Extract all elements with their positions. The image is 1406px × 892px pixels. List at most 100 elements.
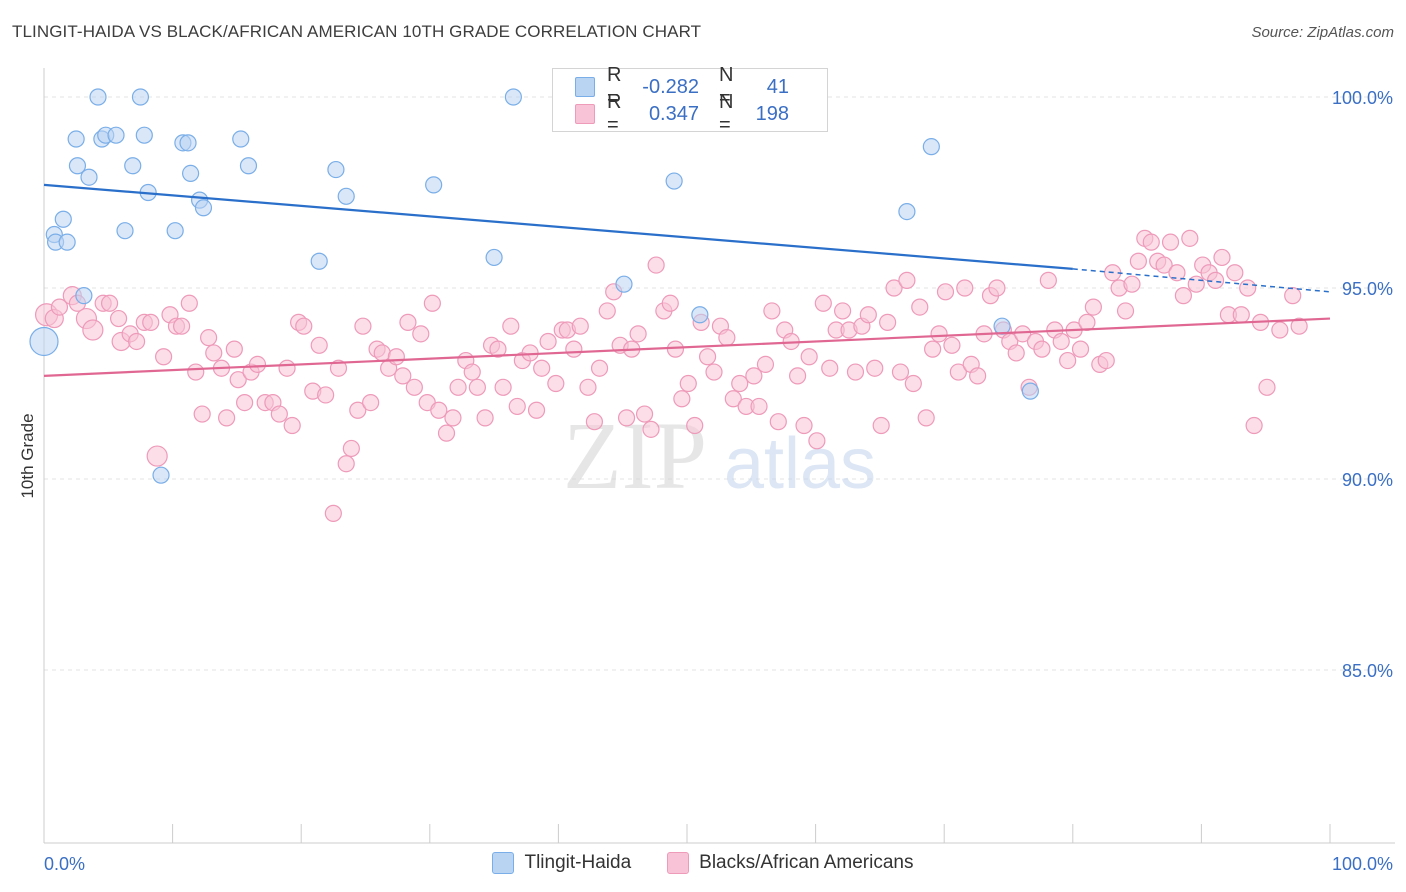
data-point: [152, 466, 170, 484]
data-point: [922, 138, 940, 156]
legend-swatch-black-bottom: [667, 852, 690, 874]
data-point: [911, 298, 929, 316]
data-point: [527, 401, 546, 419]
data-point: [1097, 351, 1115, 370]
data-point: [444, 409, 462, 427]
legend-swatch-tlingit-bottom: [492, 852, 515, 874]
data-point: [412, 325, 430, 343]
y-tick-label: 90.0%: [1342, 470, 1393, 490]
data-point: [166, 222, 184, 240]
data-point: [131, 88, 150, 106]
data-point: [936, 283, 955, 301]
data-point: [349, 401, 367, 419]
data-point: [993, 317, 1011, 335]
data-point: [295, 317, 313, 335]
data-point: [917, 409, 935, 427]
data-point: [1181, 229, 1199, 247]
data-point: [814, 294, 832, 312]
data-point: [1039, 271, 1057, 289]
data-point: [629, 325, 647, 343]
data-point: [1232, 306, 1250, 324]
data-point: [924, 340, 942, 358]
data-point: [1059, 351, 1077, 370]
data-point: [834, 302, 852, 320]
data-point: [154, 348, 173, 366]
legend-swatch-tlingit: [575, 77, 595, 97]
data-point: [180, 294, 198, 312]
data-point: [679, 374, 697, 393]
data-point: [988, 279, 1006, 297]
n-value: 198: [755, 102, 789, 125]
n-label: N =: [719, 91, 734, 136]
data-point: [437, 424, 456, 442]
x-tick-label-left: 0.0%: [44, 854, 85, 874]
data-point: [193, 405, 211, 423]
data-point: [1116, 302, 1135, 320]
series-black-african-american: [34, 229, 1308, 522]
legend-label-black: Blacks/African Americans: [699, 852, 914, 873]
data-point: [100, 294, 119, 312]
data-point: [194, 199, 213, 217]
data-point: [449, 378, 467, 396]
data-point: [1206, 271, 1225, 289]
data-point: [225, 340, 243, 358]
y-axis-label: 10th Grade: [18, 413, 37, 498]
data-point: [1033, 340, 1051, 358]
stats-row-black: R = 0.347 N = 198: [553, 91, 789, 136]
data-point: [898, 271, 916, 289]
grid: [44, 96, 1390, 671]
data-point: [585, 413, 604, 431]
data-point: [283, 416, 301, 435]
data-point: [763, 302, 781, 320]
data-point: [565, 340, 583, 358]
y-tick-label: 95.0%: [1342, 279, 1393, 299]
data-point: [142, 313, 160, 331]
data-point: [337, 455, 355, 473]
data-point: [800, 348, 818, 366]
data-point: [1129, 252, 1147, 270]
stats-legend: R = -0.282 N = 41 R = 0.347 N = 198: [552, 64, 828, 136]
data-point: [1052, 332, 1070, 351]
data-point: [236, 394, 254, 412]
data-point: [879, 313, 897, 331]
data-point: [647, 256, 665, 274]
data-point: [485, 248, 503, 267]
data-point: [89, 88, 107, 106]
legend-swatch-black: [575, 104, 595, 124]
data-point: [1187, 275, 1205, 293]
data-point: [1213, 248, 1231, 267]
data-point: [666, 340, 685, 358]
data-point: [1071, 340, 1090, 358]
data-point: [769, 413, 787, 431]
data-point: [1258, 378, 1276, 396]
data-point: [731, 374, 749, 393]
data-point: [387, 348, 405, 366]
data-point: [1014, 325, 1032, 343]
axes: [43, 68, 1395, 844]
data-point: [904, 374, 922, 393]
data-point: [337, 187, 355, 205]
data-point: [750, 397, 768, 416]
data-point: [502, 317, 520, 335]
data-point: [756, 355, 775, 373]
data-point: [508, 397, 526, 416]
trend-line-0: [43, 183, 1073, 270]
r-value: -0.282: [642, 75, 699, 98]
data-point: [1290, 317, 1308, 335]
data-point: [1123, 275, 1141, 293]
data-point: [270, 405, 288, 423]
data-point: [969, 367, 987, 385]
data-point: [317, 386, 335, 404]
data-point: [476, 409, 494, 427]
data-point: [1155, 256, 1173, 274]
data-point: [705, 363, 723, 381]
data-point: [232, 130, 250, 148]
data-point: [324, 504, 342, 522]
data-point: [930, 325, 948, 343]
data-point: [173, 317, 191, 335]
data-point: [598, 302, 616, 320]
data-point: [1161, 233, 1180, 251]
n-value: 41: [766, 75, 789, 98]
data-point: [423, 294, 441, 312]
data-point: [362, 394, 380, 412]
